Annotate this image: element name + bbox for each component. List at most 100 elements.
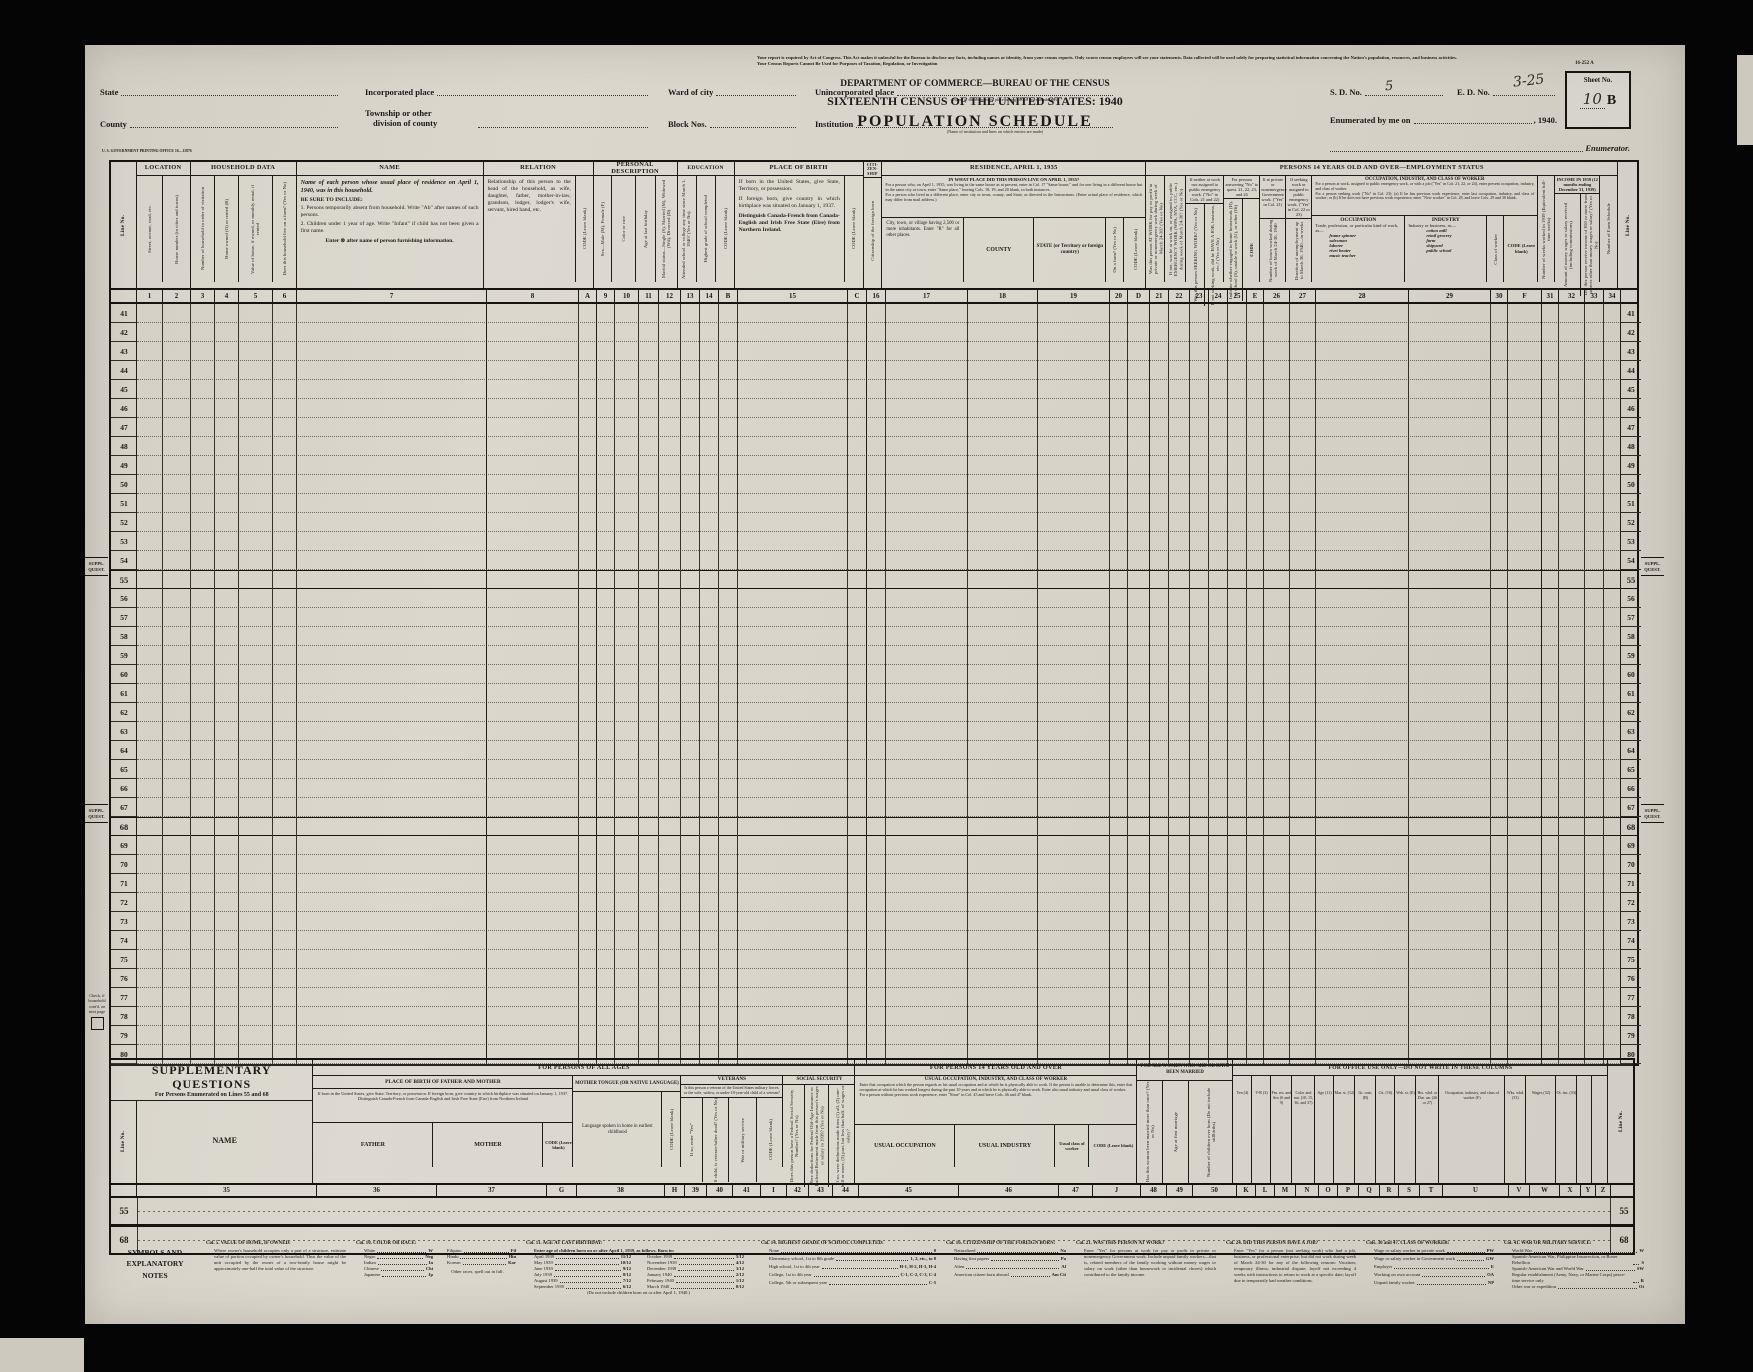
occupation-example: music teacher: [1329, 253, 1356, 258]
column-number: C: [848, 290, 867, 302]
state-field: State: [100, 87, 340, 97]
industry-example: retail grocery: [1426, 233, 1452, 238]
citizenship-item: Naturalized Na: [954, 1248, 1066, 1254]
supp-column-number: 49: [1167, 1185, 1193, 1196]
column-number: 24: [1209, 290, 1228, 302]
industry-example: public school: [1426, 248, 1452, 253]
line-number-right: 72: [1621, 893, 1641, 912]
colE-desc: CODE: [1249, 243, 1255, 258]
col13-desc: Attended school or college any time sinc…: [678, 176, 697, 282]
supp-all-ages-group: FOR PERSONS OF ALL AGES PLACE OF BIRTH O…: [313, 1060, 856, 1187]
row-entry-area: [137, 988, 1621, 1007]
line-number-right: 62: [1621, 703, 1641, 722]
supp-women-group: FOR ALL WOMEN WHO ARE OR HAVE BEEN MARRI…: [1137, 1060, 1234, 1183]
supp-line-no-col-right: Line No.: [1607, 1060, 1633, 1183]
supp-column-number: W: [1530, 1185, 1560, 1196]
row-entry-area: [137, 494, 1621, 513]
column-number: B: [719, 290, 738, 302]
row-entry-area: [137, 893, 1621, 912]
race-item: Filipino Fil: [447, 1248, 516, 1254]
supp-mother-col: MOTHER: [433, 1123, 544, 1167]
schedule-row: 48 48: [111, 437, 1641, 456]
col21-desc: Was this person AT WORK for pay or profi…: [1146, 176, 1166, 282]
column-number: 8: [487, 290, 579, 302]
grade-item: College, 5th or subsequent year C-5: [769, 1280, 936, 1286]
line-number-left: 63: [111, 722, 137, 741]
line-number-left: 70: [111, 855, 137, 874]
supp-column-number: 36: [317, 1185, 437, 1196]
supp-col46-header: USUAL INDUSTRY: [955, 1125, 1056, 1167]
race-item: Chinese Chi: [364, 1266, 433, 1272]
line-number-right: 53: [1621, 532, 1641, 551]
line-number-left: 46: [111, 399, 137, 418]
explanatory-notes: SYMBOLS AND EXPLANATORY NOTES Col. 5. VA…: [109, 1241, 1649, 1296]
line-number-right: 68: [1626, 821, 1636, 832]
class-worker-item: Employer E: [1374, 1264, 1494, 1270]
line-number-right: 51: [1621, 494, 1641, 513]
line-number-left: 69: [111, 836, 137, 855]
supp-line-number-left: 68: [119, 1235, 129, 1245]
column-number: 18: [968, 290, 1038, 302]
suppl-quest-label-right-55: SUPPL. QUEST.: [1641, 557, 1664, 576]
schedule-row: 50 50: [111, 475, 1641, 494]
col11-desc: Age at last birthday: [636, 176, 656, 282]
row-entry-area: [137, 589, 1621, 608]
line-number-right: 56: [1621, 589, 1641, 608]
privacy-notice: Your report is required by Act of Congre…: [757, 55, 1457, 67]
supp-column-number: N: [1296, 1185, 1319, 1196]
row-entry-area: [137, 798, 1621, 817]
supp-column-number: J: [1093, 1185, 1141, 1196]
supp-line-number-left: 55: [119, 1206, 129, 1216]
row-entry-area: [137, 627, 1621, 646]
column-number: 9: [597, 290, 615, 302]
office-use-col: Ot. inc. (33): [1556, 1076, 1578, 1183]
income-box: INCOME IN 1939 (12 months ending Decembe…: [1555, 176, 1601, 297]
col30-desc: Class of worker: [1487, 216, 1505, 282]
line-number-left: 48: [111, 437, 137, 456]
row-entry-area: [137, 399, 1621, 418]
line-number-left: 74: [111, 931, 137, 950]
column-number: 21: [1150, 290, 1169, 302]
column-number: 4: [215, 290, 239, 302]
col28-occupation: OCCUPATION Trade, profession, or particu…: [1312, 216, 1406, 282]
age-item: September 1939 6/12: [534, 1284, 631, 1290]
column-number: 2: [163, 290, 191, 302]
occupation-example: salesman: [1329, 238, 1347, 243]
line-number-left: 49: [111, 456, 137, 475]
row-entry-area: [137, 475, 1621, 494]
row-entry-area: [137, 380, 1621, 399]
supp-row-entry-area: [137, 1227, 1611, 1253]
col22-desc: If not, was he at work on, or assigned t…: [1165, 176, 1187, 282]
age-item: February 1940 1/12: [647, 1278, 744, 1284]
schedule-row: 59 59: [111, 646, 1641, 665]
war-service-item: Spanish-American War and World War SW: [1512, 1266, 1644, 1272]
answering-no-box: For persons answering "No" to quest. 21,…: [1224, 176, 1261, 302]
household-continued-note: Check, if household cont'd. on next page: [85, 993, 109, 1030]
supp-column-number: 35: [137, 1185, 317, 1196]
col20-desc: On a farm? (Yes or No): [1106, 218, 1125, 282]
line-number-right: 64: [1621, 741, 1641, 760]
ward-field: Ward of city: [668, 87, 798, 97]
row-entry-area: [137, 304, 1621, 323]
col25-desc: Indicate whether engaged in home housewo…: [1224, 199, 1244, 302]
line-number-left: 54: [111, 551, 137, 570]
institution-note: (Name of institution and lines on which …: [946, 129, 1044, 134]
race-item: Indian In: [364, 1260, 433, 1266]
class-worker-item: Wage or salary worker in private work PW: [1374, 1248, 1494, 1254]
line-number-right: 50: [1621, 475, 1641, 494]
supp-column-number: 48: [1141, 1185, 1167, 1196]
supp-column-number: P: [1338, 1185, 1359, 1196]
enumerator-field: Enumerator.: [1330, 143, 1630, 153]
supp-14-and-over-group: FOR PERSONS 14 YEARS OLD AND OVER USUAL …: [855, 1060, 1138, 1183]
line-number-right: 44: [1621, 361, 1641, 380]
schedule-row: 68 68: [111, 817, 1637, 836]
age-item: January 1940 2/12: [647, 1272, 744, 1278]
column-number: 3: [191, 290, 215, 302]
office-use-col: Cit. (16): [1376, 1076, 1396, 1183]
col23-desc: Was this person SEEKING WORK? (Yes or No…: [1186, 204, 1206, 307]
line-number-left: 80: [111, 1045, 137, 1064]
group-place-of-birth: PLACE OF BIRTH If born in the United Sta…: [734, 162, 864, 288]
supp-row: 55 55: [109, 1198, 1635, 1226]
suppl-quest-label-right-68: SUPPL. QUEST.: [1641, 804, 1664, 823]
row-entry-area: [137, 1026, 1621, 1045]
